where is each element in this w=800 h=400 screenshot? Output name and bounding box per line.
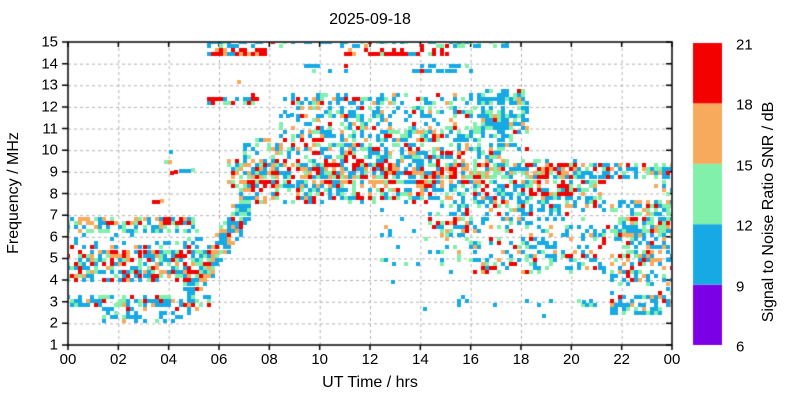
y-tick-label: 2	[49, 314, 58, 332]
colorbar-tick-label: 21	[736, 36, 753, 54]
x-tick-label: 12	[361, 351, 379, 368]
x-tick-label: 00	[59, 351, 77, 368]
colorbar-tick-label: 15	[736, 157, 753, 175]
x-tick-label: 06	[210, 351, 228, 368]
colorbar-tick-label: 18	[736, 96, 753, 114]
y-tick-label: 3	[49, 293, 58, 311]
colorbar-label: Signal to Noise Ratio SNR / dB	[760, 101, 777, 323]
colorbar-tick-label: 6	[736, 338, 745, 356]
y-tick-label: 15	[41, 33, 58, 51]
x-tick-label: 16	[462, 351, 479, 368]
y-tick-label: 13	[41, 76, 58, 94]
x-tick-label: 20	[562, 351, 580, 368]
x-tick-label: 18	[512, 351, 530, 368]
y-tick-label: 7	[49, 206, 58, 224]
y-tick-label: 4	[49, 271, 58, 289]
x-tick-label: 08	[260, 351, 278, 368]
y-tick-label: 6	[49, 228, 58, 246]
y-tick-label: 1	[49, 336, 58, 354]
colorbar-tick-label: 12	[736, 217, 753, 235]
y-tick-label: 9	[49, 163, 58, 181]
y-tick-label: 8	[49, 185, 58, 202]
x-tick-label: 04	[160, 351, 177, 368]
x-tick-label: 00	[663, 351, 681, 368]
y-tick-label: 11	[42, 120, 58, 138]
y-tick-label: 5	[49, 249, 58, 267]
chart-title: 2025-09-18	[329, 11, 411, 28]
x-tick-label: 14	[411, 351, 429, 368]
y-tick-label: 10	[41, 141, 58, 159]
x-tick-label: 02	[109, 351, 127, 368]
x-tick-label: 10	[311, 351, 328, 368]
x-axis-label: UT Time / hrs	[322, 374, 418, 391]
y-tick-label: 14	[41, 55, 58, 73]
y-tick-label: 12	[41, 98, 58, 116]
colorbar-tick-label: 9	[736, 278, 745, 296]
x-tick-label: 22	[613, 351, 630, 368]
